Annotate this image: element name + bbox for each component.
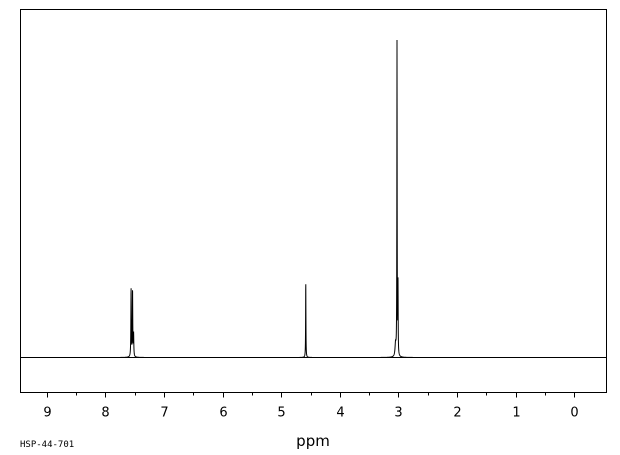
tick-label: 8 (101, 406, 109, 421)
x-axis-ticks (47, 392, 575, 398)
x-axis-tick-labels: 9 8 7 6 5 4 3 2 1 0 (43, 406, 578, 421)
spectrum-id-label: HSP-44-701 (20, 440, 74, 450)
tick-label: 7 (160, 406, 168, 421)
plot-frame (20, 9, 607, 393)
tick-label: 1 (512, 406, 520, 421)
tick-label: 0 (570, 406, 578, 421)
tick-label: 9 (43, 406, 51, 421)
x-axis-title: ppm (296, 432, 330, 450)
tick-label: 6 (219, 406, 227, 421)
tick-label: 2 (453, 406, 461, 421)
tick-label: 5 (277, 406, 285, 421)
tick-label: 3 (394, 406, 402, 421)
tick-label: 4 (336, 406, 344, 421)
spectrum-trace (20, 39, 607, 358)
